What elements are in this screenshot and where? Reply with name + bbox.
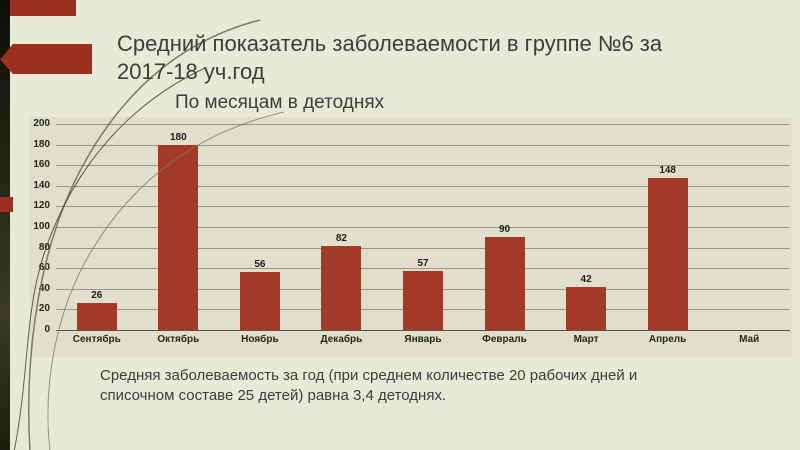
bar-value-label: 82 [335,232,347,244]
plot-area: 26 180 56 82 57 90 42 148 [56,124,790,331]
y-tick-label: 60 [38,262,50,274]
y-axis: 200 180 160 140 120 100 80 60 40 20 0 [30,118,52,335]
bar-value-label: 57 [417,258,429,270]
y-tick-label: 40 [38,282,50,294]
gridline [56,185,790,187]
x-tick-label: Февраль [482,334,527,345]
bar [76,303,117,330]
bar [158,144,199,330]
bar-value-label: 56 [254,259,266,271]
gridline [56,206,790,208]
footer-text: Средняя заболеваемость за год (при средн… [100,367,638,405]
x-tick-label: Сентябрь [72,334,121,345]
gridline [56,124,790,125]
y-tick-label: 140 [33,179,50,191]
chart-title: По месяцам в детоднях [175,92,385,113]
x-tick-label: Май [739,334,760,345]
slide-title: Средний показатель заболеваемости в груп… [117,31,663,84]
accent-square-decoration [0,197,13,212]
y-tick-label: 200 [33,118,50,129]
pennant-decoration [0,44,92,74]
bar-chart: 200 180 160 140 120 100 80 60 40 20 0 26 180 56 82 57 9… [30,117,792,357]
x-axis: Сентябрь Октябрь Ноябрь Декабрь Январь Феврал… [56,334,790,345]
bar [239,272,280,330]
bar [403,271,443,330]
y-tick-label: 160 [33,159,50,171]
bar [647,177,688,330]
x-tick-label: Апрель [648,334,687,345]
y-tick-label: 100 [33,221,50,232]
bar-value-label: 148 [659,164,676,176]
gridline [56,165,790,167]
gridline [56,268,790,270]
bar-value-label: 90 [498,224,511,236]
x-tick-label: Декабрь [320,334,363,345]
bar-value-label: 42 [580,273,592,285]
x-tick-label: Январь [404,334,442,345]
bar [566,286,607,330]
bar [321,245,362,330]
y-tick-label: 20 [38,303,50,315]
y-tick-label: 0 [44,324,50,335]
gridline [56,247,790,249]
left-edge-decoration [0,0,10,450]
top-accent-bar [10,0,76,16]
gridline [56,227,790,228]
y-tick-label: 120 [33,200,50,212]
gridline [56,144,790,146]
bar-value-label: 180 [169,131,187,143]
y-tick-label: 180 [33,138,50,150]
bar-value-label: 26 [91,290,103,302]
x-tick-label: Март [573,334,599,345]
bar [484,237,525,330]
x-tick-label: Октябрь [157,334,200,345]
y-tick-label: 80 [38,241,50,253]
x-tick-label: Ноябрь [241,334,279,345]
